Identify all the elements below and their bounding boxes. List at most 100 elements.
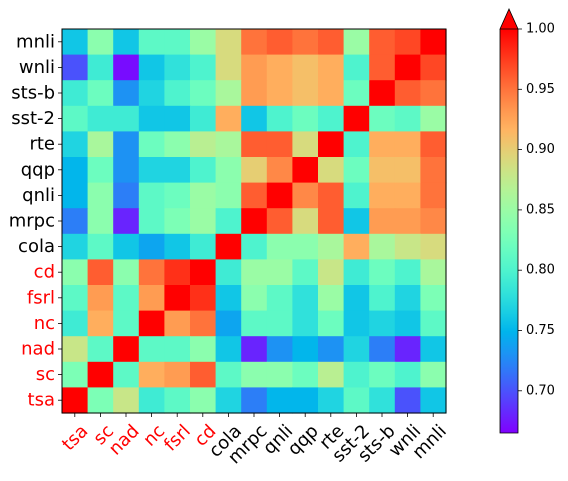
heatmap-cell-qqp-nc — [138, 157, 165, 184]
heatmap-cell-sc-cd — [190, 361, 217, 388]
heatmap-cell-rte-sst-2 — [343, 131, 370, 158]
colorbar-tick-label-0.80: 0.80 — [526, 263, 555, 278]
heatmap-cell-rte-fsrl — [164, 131, 191, 158]
heatmap-cell-qnli-sst-2 — [343, 182, 370, 209]
heatmap-cell-qnli-fsrl — [164, 182, 191, 209]
heatmap-cell-cd-fsrl — [164, 259, 191, 286]
y-tick-label-wnli: wnli — [19, 57, 55, 78]
heatmap-cell-tsa-nc — [138, 387, 165, 414]
heatmap-cell-tsa-qnli — [266, 387, 293, 414]
heatmap-cell-nc-sst-2 — [343, 310, 370, 337]
heatmap-cell-wnli-mnli — [420, 54, 447, 81]
heatmap-cell-sst-2-sst-2 — [343, 105, 370, 132]
heatmap-cell-qnli-tsa — [62, 182, 89, 209]
heatmap-cell-mnli-qnli — [266, 29, 293, 56]
heatmap-cell-rte-cola — [215, 131, 242, 158]
heatmap-cell-nc-nc — [138, 310, 165, 337]
heatmap-cell-wnli-sst-2 — [343, 54, 370, 81]
heatmap-cell-qqp-tsa — [62, 157, 89, 184]
heatmap-cell-sts-b-qqp — [292, 80, 319, 107]
y-tick-label-sc: sc — [36, 364, 55, 385]
heatmap-cell-nc-cd — [190, 310, 217, 337]
heatmap-cell-nc-rte — [318, 310, 345, 337]
x-tick-label-fsrl: fsrl — [160, 421, 195, 456]
heatmap-cell-mnli-cd — [190, 29, 217, 56]
heatmap-cell-qnli-mnli — [420, 182, 447, 209]
heatmap-cell-sc-sst-2 — [343, 361, 370, 388]
colorbar-tick-label-0.70: 0.70 — [526, 383, 555, 398]
heatmap-cell-sc-tsa — [62, 361, 89, 388]
heatmap-cell-fsrl-tsa — [62, 285, 89, 312]
heatmap-cell-cola-rte — [318, 233, 345, 260]
heatmap-cell-nad-nc — [138, 336, 165, 363]
heatmap-cell-mrpc-cd — [190, 208, 217, 235]
heatmap-cell-wnli-fsrl — [164, 54, 191, 81]
heatmap-cell-qqp-sst-2 — [343, 157, 370, 184]
colorbar-tick-label-0.95: 0.95 — [526, 82, 555, 97]
heatmap-cell-mrpc-qqp — [292, 208, 319, 235]
y-tick-label-nc: nc — [34, 313, 55, 334]
heatmap-cell-cd-sts-b — [369, 259, 396, 286]
heatmap-cell-wnli-mrpc — [241, 54, 268, 81]
heatmap-cell-fsrl-sst-2 — [343, 285, 370, 312]
heatmap-cell-sts-b-mrpc — [241, 80, 268, 107]
heatmap-cell-cola-sst-2 — [343, 233, 370, 260]
x-tick-label-nad: nad — [105, 421, 144, 460]
heatmap-cell-cola-nad — [113, 233, 140, 260]
y-tick-label-cola: cola — [18, 236, 55, 257]
y-tick-label-tsa: tsa — [28, 390, 55, 411]
heatmap-cell-mnli-qqp — [292, 29, 319, 56]
heatmap-cell-tsa-cd — [190, 387, 217, 414]
heatmap-cell-tsa-nad — [113, 387, 140, 414]
heatmap-cell-cd-nad — [113, 259, 140, 286]
heatmap-cell-sts-b-sc — [87, 80, 114, 107]
heatmap-cell-cd-mnli — [420, 259, 447, 286]
heatmap-cell-mrpc-sst-2 — [343, 208, 370, 235]
heatmap-cell-sst-2-mrpc — [241, 105, 268, 132]
heatmap-cell-wnli-tsa — [62, 54, 89, 81]
heatmap-cell-sc-qqp — [292, 361, 319, 388]
heatmap-cell-nad-sc — [87, 336, 114, 363]
heatmap-cell-rte-nad — [113, 131, 140, 158]
y-tick-label-qqp: qqp — [21, 159, 55, 180]
heatmap-cell-wnli-sts-b — [369, 54, 396, 81]
heatmap-cell-qqp-fsrl — [164, 157, 191, 184]
heatmap-cell-mnli-mnli — [420, 29, 447, 56]
heatmap-cell-sst-2-qnli — [266, 105, 293, 132]
heatmap-cell-sts-b-cola — [215, 80, 242, 107]
heatmap-cell-cd-rte — [318, 259, 345, 286]
heatmap-cell-sc-nad — [113, 361, 140, 388]
heatmap-cell-sts-b-sst-2 — [343, 80, 370, 107]
heatmap-cell-sst-2-cola — [215, 105, 242, 132]
heatmap-cell-nc-qqp — [292, 310, 319, 337]
heatmap-cell-wnli-qnli — [266, 54, 293, 81]
heatmap-cell-qnli-cd — [190, 182, 217, 209]
heatmap-cell-fsrl-mrpc — [241, 285, 268, 312]
heatmap-cell-nc-mnli — [420, 310, 447, 337]
heatmap-cell-nc-sts-b — [369, 310, 396, 337]
heatmap-cell-sc-sts-b — [369, 361, 396, 388]
colorbar-outline — [499, 29, 519, 434]
heatmap-cell-nad-qnli — [266, 336, 293, 363]
heatmap-cell-mnli-sst-2 — [343, 29, 370, 56]
heatmap-cell-sst-2-nad — [113, 105, 140, 132]
heatmap-cell-sc-nc — [138, 361, 165, 388]
heatmap-cell-rte-qqp — [292, 131, 319, 158]
colorbar: 0.70 0.75 0.80 0.85 0.90 0.95 1.00 — [499, 8, 555, 434]
heatmap-cell-rte-mnli — [420, 131, 447, 158]
heatmap-cell-sts-b-tsa — [62, 80, 89, 107]
heatmap-cell-rte-rte — [318, 131, 345, 158]
heatmap-cell-qnli-sts-b — [369, 182, 396, 209]
heatmap-cell-tsa-fsrl — [164, 387, 191, 414]
heatmap-cell-cola-nc — [138, 233, 165, 260]
heatmap-cell-mnli-tsa — [62, 29, 89, 56]
heatmap-cell-cd-cd — [190, 259, 217, 286]
heatmap-cell-qqp-mnli — [420, 157, 447, 184]
y-tick-label-mrpc: mrpc — [9, 211, 55, 232]
heatmap-cell-cola-qqp — [292, 233, 319, 260]
heatmap-cell-wnli-nad — [113, 54, 140, 81]
heatmap-cell-mrpc-wnli — [394, 208, 421, 235]
heatmap-cell-rte-wnli — [394, 131, 421, 158]
heatmap-cell-cola-cola — [215, 233, 242, 260]
